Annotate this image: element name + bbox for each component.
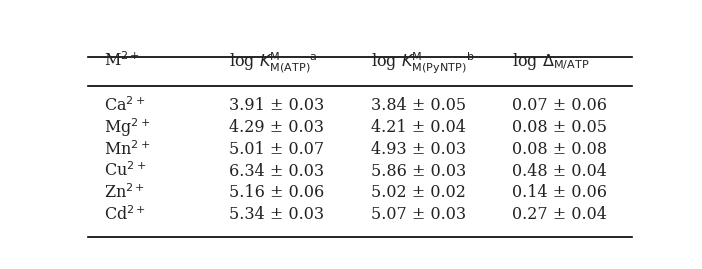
- Text: Cu$^{2+}$: Cu$^{2+}$: [104, 162, 146, 180]
- Text: 5.02 ± 0.02: 5.02 ± 0.02: [371, 184, 465, 201]
- Text: log $K$$^{\rm M}_{\rm M(ATP)}$$^{\rm a}$: log $K$$^{\rm M}_{\rm M(ATP)}$$^{\rm a}$: [230, 51, 318, 75]
- Text: 6.34 ± 0.03: 6.34 ± 0.03: [230, 162, 324, 179]
- Text: 0.08 ± 0.05: 0.08 ± 0.05: [512, 119, 607, 136]
- Text: 3.84 ± 0.05: 3.84 ± 0.05: [371, 97, 466, 114]
- Text: M$^{2+}$: M$^{2+}$: [104, 51, 140, 70]
- Text: 4.93 ± 0.03: 4.93 ± 0.03: [371, 141, 466, 158]
- Text: Zn$^{2+}$: Zn$^{2+}$: [104, 183, 145, 202]
- Text: 5.01 ± 0.07: 5.01 ± 0.07: [230, 141, 324, 158]
- Text: 5.34 ± 0.03: 5.34 ± 0.03: [230, 206, 324, 223]
- Text: 0.08 ± 0.08: 0.08 ± 0.08: [512, 141, 607, 158]
- Text: Cd$^{2+}$: Cd$^{2+}$: [104, 205, 146, 224]
- Text: 3.91 ± 0.03: 3.91 ± 0.03: [230, 97, 324, 114]
- Text: log $K$$^{\rm M}_{\rm M(PyNTP)}$$^{\rm b}$: log $K$$^{\rm M}_{\rm M(PyNTP)}$$^{\rm b…: [371, 51, 474, 76]
- Text: 4.21 ± 0.04: 4.21 ± 0.04: [371, 119, 465, 136]
- Text: 0.27 ± 0.04: 0.27 ± 0.04: [512, 206, 607, 223]
- Text: Mg$^{2+}$: Mg$^{2+}$: [104, 116, 150, 139]
- Text: 0.14 ± 0.06: 0.14 ± 0.06: [512, 184, 607, 201]
- Text: Mn$^{2+}$: Mn$^{2+}$: [104, 140, 150, 159]
- Text: 0.07 ± 0.06: 0.07 ± 0.06: [512, 97, 607, 114]
- Text: 0.48 ± 0.04: 0.48 ± 0.04: [512, 162, 607, 179]
- Text: log $\Delta_{\rm M/ATP}$: log $\Delta_{\rm M/ATP}$: [512, 51, 590, 72]
- Text: Ca$^{2+}$: Ca$^{2+}$: [104, 97, 145, 115]
- Text: 5.86 ± 0.03: 5.86 ± 0.03: [371, 162, 466, 179]
- Text: 5.07 ± 0.03: 5.07 ± 0.03: [371, 206, 466, 223]
- Text: 4.29 ± 0.03: 4.29 ± 0.03: [230, 119, 324, 136]
- Text: 5.16 ± 0.06: 5.16 ± 0.06: [230, 184, 324, 201]
